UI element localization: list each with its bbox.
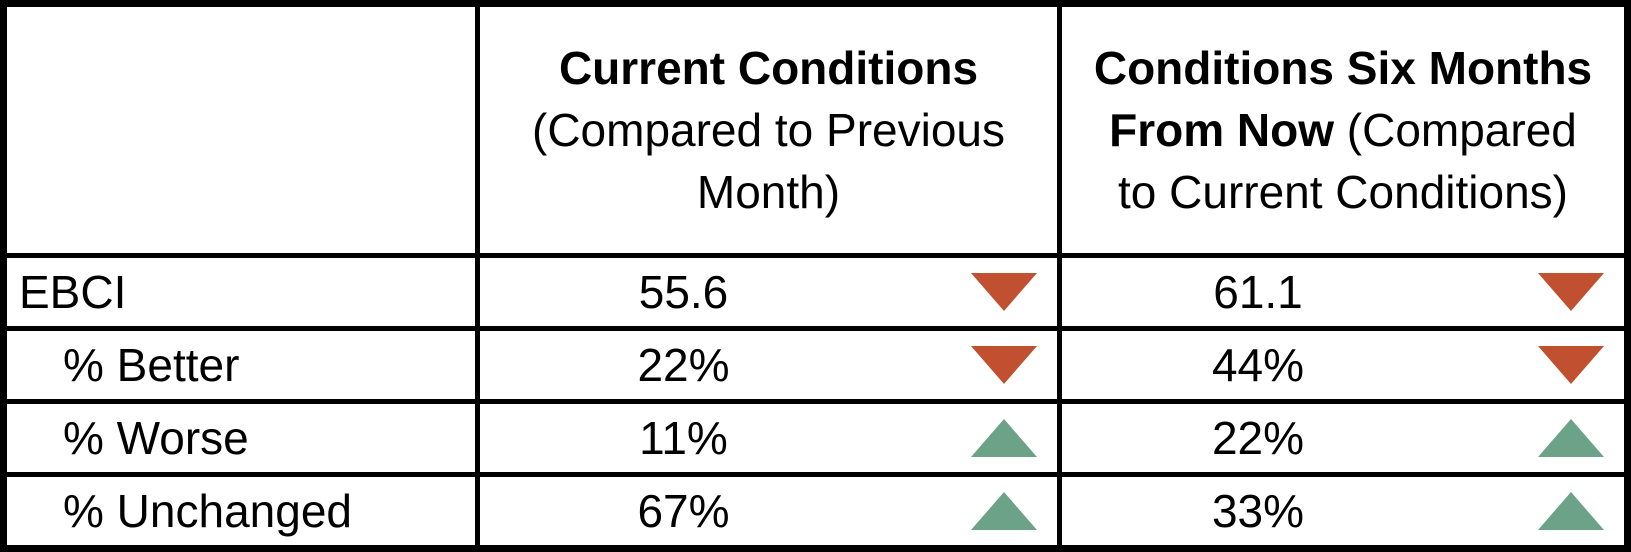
row-label-pct-unchanged: % Unchanged — [7, 477, 475, 545]
trend-arrow-icon — [971, 346, 1037, 384]
arrow-zone — [887, 273, 1057, 311]
trend-arrow-icon — [971, 492, 1037, 530]
cell-value: 61.1 — [1213, 266, 1303, 318]
cell-value: 11% — [639, 412, 728, 464]
trend-arrow-icon — [1538, 492, 1604, 530]
trend-arrow-icon — [1538, 419, 1604, 457]
column-header-current-conditions: Current Conditions (Compared to Previous… — [480, 7, 1057, 253]
cell-worse-current: 11% — [480, 404, 1057, 472]
header-text-bold: Conditions Six Months — [1093, 42, 1593, 94]
cell-ebci-current: 55.6 — [480, 258, 1057, 326]
header-line: Current Conditions — [559, 37, 978, 99]
row-label-ebci: EBCI — [7, 258, 475, 326]
header-line: Conditions Six Months — [1094, 37, 1592, 99]
cell-worse-future: 22% — [1062, 404, 1624, 472]
arrow-zone — [887, 346, 1057, 384]
header-text-bold: Current Conditions — [558, 42, 979, 94]
row-label-pct-better: % Better — [7, 331, 475, 399]
cell-value: 67% — [637, 485, 730, 537]
arrow-zone — [1454, 346, 1624, 384]
cell-value: 22% — [1211, 412, 1305, 464]
cell-ebci-future: 61.1 — [1062, 258, 1624, 326]
cell-value: 55.6 — [638, 266, 729, 318]
arrow-zone — [887, 419, 1057, 457]
header-line: (Compared to Previous — [532, 99, 1005, 161]
trend-arrow-icon — [1538, 346, 1604, 384]
arrow-zone — [887, 492, 1057, 530]
column-header-six-months: Conditions Six Months From Now (Compared… — [1062, 7, 1624, 253]
corner-cell — [7, 7, 475, 253]
trend-arrow-icon — [971, 273, 1037, 311]
header-text: Month) — [696, 166, 841, 218]
cell-value: 44% — [1211, 339, 1305, 391]
trend-arrow-icon — [971, 419, 1037, 457]
header-text: (Compared to Previous — [532, 104, 1005, 156]
cell-better-future: 44% — [1062, 331, 1624, 399]
arrow-zone — [1454, 273, 1624, 311]
cell-unchanged-future: 33% — [1062, 477, 1624, 545]
cell-value: 22% — [637, 339, 730, 391]
cell-better-current: 22% — [480, 331, 1057, 399]
header-text: (Compared — [1334, 104, 1577, 156]
header-line: Month) — [697, 161, 840, 223]
arrow-zone — [1454, 419, 1624, 457]
header-text: to Current Conditions) — [1118, 166, 1568, 218]
trend-arrow-icon — [1538, 273, 1604, 311]
row-label-pct-worse: % Worse — [7, 404, 475, 472]
cell-unchanged-current: 67% — [480, 477, 1057, 545]
header-line: to Current Conditions) — [1118, 161, 1568, 223]
cell-value: 33% — [1211, 485, 1305, 537]
arrow-zone — [1454, 492, 1624, 530]
header-text-bold: From Now — [1109, 104, 1334, 156]
header-line: From Now (Compared — [1109, 99, 1577, 161]
